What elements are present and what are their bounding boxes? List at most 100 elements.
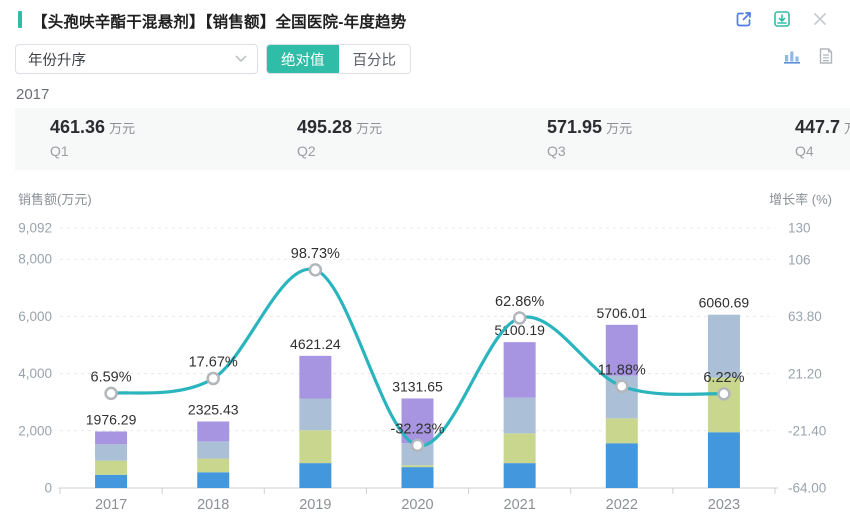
line-marker[interactable] — [615, 379, 629, 394]
controls-row: 年份升序 绝对值 百分比 — [0, 44, 850, 74]
line-marker[interactable] — [104, 386, 118, 401]
bar-segment-q3[interactable] — [707, 314, 740, 378]
right-axis-tick-label: 21.20 — [788, 366, 822, 381]
bar-segment-q3[interactable] — [503, 397, 536, 434]
year-label: 2021 — [504, 497, 536, 513]
left-axis-title: 销售额(万元) — [18, 192, 92, 207]
download-icon[interactable] — [772, 9, 792, 29]
panel-header: 【头孢呋辛酯干混悬剂】【销售额】全国医院-年度趋势 — [0, 8, 850, 34]
right-axis-tick-label: -64.00 — [788, 481, 826, 496]
title-accent-bar — [18, 11, 22, 28]
quarter-card-q1: 461.36 万元 Q1 — [50, 117, 280, 159]
growth-rate-label: 98.73% — [291, 246, 340, 262]
panel-title: 【头孢呋辛酯干混悬剂】【销售额】全国医院-年度趋势 — [32, 14, 407, 31]
line-marker[interactable] — [512, 311, 527, 325]
bar-segment-q1[interactable] — [707, 432, 740, 488]
close-icon[interactable] — [810, 9, 830, 29]
bar-total-label: 5706.01 — [596, 305, 647, 321]
quarter-card-q3: 571.95 万元 Q3 — [547, 117, 777, 159]
right-axis-title: 增长率 (%) — [769, 192, 832, 207]
bar-total-label: 6060.69 — [699, 295, 750, 311]
left-axis-tick-label: 8,000 — [18, 252, 52, 267]
growth-rate-label: 17.67% — [189, 355, 238, 371]
bar-chart-icon[interactable] — [782, 46, 802, 66]
bar-segment-q4[interactable] — [299, 355, 332, 399]
external-link-icon[interactable] — [734, 9, 754, 29]
quarter-value: 495.28 — [297, 117, 353, 137]
left-axis-tick-label: 4,000 — [18, 366, 52, 381]
right-axis-tick-label: 130 — [788, 221, 811, 236]
bar-segment-q2[interactable] — [95, 460, 128, 475]
line-marker[interactable] — [308, 263, 323, 277]
left-axis-tick-label: 2,000 — [18, 423, 52, 438]
bar-total-label: 3131.65 — [392, 378, 443, 394]
growth-rate-label: -32.23% — [390, 421, 444, 437]
right-axis-tick-label: -21.40 — [788, 423, 826, 438]
quarter-value: 461.36 — [50, 117, 106, 137]
year-label: 2018 — [197, 497, 229, 513]
bar-segment-q2[interactable] — [503, 433, 536, 464]
line-marker[interactable] — [206, 371, 220, 386]
bar-segment-q1[interactable] — [299, 463, 332, 488]
bar-total-label: 1976.29 — [86, 411, 137, 427]
year-label: 2022 — [606, 497, 638, 513]
bar-segment-q3[interactable] — [197, 441, 230, 459]
absolute-value-tab[interactable]: 绝对值 — [267, 45, 339, 73]
sort-order-value: 年份升序 — [28, 52, 86, 69]
year-label: 2020 — [401, 497, 433, 513]
right-axis-tick-label: 63.80 — [788, 309, 822, 324]
bar-segment-q2[interactable] — [605, 418, 638, 444]
sort-order-dropdown[interactable]: 年份升序 — [15, 44, 258, 74]
quarter-value: 447.7 — [795, 117, 841, 137]
bar-segment-q1[interactable] — [197, 472, 230, 488]
year-label: 2019 — [299, 497, 331, 513]
summary-year-label: 2017 — [16, 86, 50, 103]
bar-segment-q4[interactable] — [605, 324, 638, 376]
quarter-label: Q1 — [50, 143, 69, 159]
bar-segment-q3[interactable] — [401, 443, 434, 466]
bar-segment-q4[interactable] — [197, 421, 230, 442]
left-axis-tick-label: 6,000 — [18, 309, 52, 324]
bar-segment-q2[interactable] — [401, 465, 434, 468]
bar-segment-q2[interactable] — [299, 430, 332, 464]
right-axis-tick-label: 106 — [788, 253, 811, 268]
percentage-tab[interactable]: 百分比 — [338, 45, 410, 73]
left-axis-tick-label: 9,092 — [18, 221, 52, 236]
bar-segment-q1[interactable] — [401, 467, 434, 488]
left-axis-tick-label: 0 — [44, 481, 52, 496]
bar-segment-q4[interactable] — [401, 398, 434, 444]
quarter-card-q2: 495.28 万元 Q2 — [297, 117, 527, 159]
chevron-down-icon — [235, 55, 247, 63]
bar-segment-q2[interactable] — [707, 377, 740, 433]
bar-segment-q1[interactable] — [605, 443, 638, 488]
growth-rate-label: 11.88% — [598, 362, 646, 378]
document-icon[interactable] — [816, 46, 836, 66]
growth-rate-label: 6.22% — [703, 370, 744, 386]
growth-rate-label: 62.86% — [495, 294, 544, 310]
quarter-card-q4: 447.7万元 Q4 — [795, 117, 850, 159]
bar-segment-q3[interactable] — [299, 398, 332, 431]
quarter-unit: 万元 — [606, 121, 633, 136]
bar-segment-q2[interactable] — [197, 458, 230, 473]
quarterly-summary-strip: 461.36 万元 Q1 495.28 万元 Q2 571.95 万元 Q3 447.… — [15, 108, 850, 170]
trend-chart: 9,092 8,000 6,000 4,000 2,000 0 130 106 63.80 21.… — [18, 221, 826, 514]
quarter-unit: 万元 — [844, 121, 850, 136]
bar-segment-q4[interactable] — [503, 342, 536, 398]
quarter-label: Q4 — [795, 143, 814, 159]
growth-rate-label: 6.59% — [91, 369, 132, 385]
quarter-unit: 万元 — [356, 121, 383, 136]
bar-total-label: 4621.24 — [290, 336, 341, 352]
line-marker[interactable] — [410, 438, 425, 453]
bar-total-label: 2325.43 — [188, 402, 239, 418]
quarter-label: Q3 — [547, 143, 566, 159]
quarter-label: Q2 — [297, 143, 316, 159]
bar-segment-q1[interactable] — [95, 474, 128, 488]
quarter-unit: 万元 — [109, 121, 136, 136]
bar-segment-q3[interactable] — [95, 444, 128, 461]
trend-chart-area: 销售额(万元) 增长率 (%) 9,092 8,000 6,000 4,000 2,00… — [0, 187, 850, 517]
year-label: 2017 — [95, 497, 127, 513]
line-marker[interactable] — [717, 387, 731, 401]
bar-segment-q4[interactable] — [95, 431, 128, 445]
bar-segment-q1[interactable] — [503, 463, 536, 488]
